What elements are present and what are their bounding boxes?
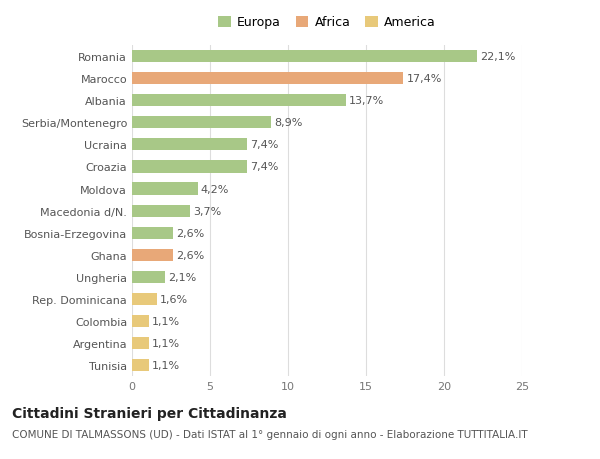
Bar xyxy=(132,95,346,107)
Bar xyxy=(132,117,271,129)
Text: 13,7%: 13,7% xyxy=(349,96,384,106)
Bar xyxy=(132,293,157,305)
Bar xyxy=(132,51,477,63)
Text: 3,7%: 3,7% xyxy=(193,206,221,216)
Text: 1,1%: 1,1% xyxy=(152,360,181,370)
Text: 17,4%: 17,4% xyxy=(407,74,442,84)
Bar xyxy=(132,271,165,283)
Text: 1,1%: 1,1% xyxy=(152,316,181,326)
Text: 2,1%: 2,1% xyxy=(168,272,196,282)
Bar xyxy=(132,227,173,239)
Text: COMUNE DI TALMASSONS (UD) - Dati ISTAT al 1° gennaio di ogni anno - Elaborazione: COMUNE DI TALMASSONS (UD) - Dati ISTAT a… xyxy=(12,429,527,439)
Bar xyxy=(132,73,403,85)
Bar xyxy=(132,139,247,151)
Text: 7,4%: 7,4% xyxy=(251,140,279,150)
Bar xyxy=(132,315,149,327)
Bar xyxy=(132,249,173,261)
Bar xyxy=(132,183,197,195)
Text: 22,1%: 22,1% xyxy=(480,52,515,62)
Text: Cittadini Stranieri per Cittadinanza: Cittadini Stranieri per Cittadinanza xyxy=(12,406,287,420)
Text: 1,1%: 1,1% xyxy=(152,338,181,348)
Text: 4,2%: 4,2% xyxy=(200,184,229,194)
Text: 2,6%: 2,6% xyxy=(176,228,204,238)
Bar xyxy=(132,337,149,349)
Bar xyxy=(132,359,149,371)
Text: 8,9%: 8,9% xyxy=(274,118,302,128)
Bar xyxy=(132,205,190,217)
Bar xyxy=(132,161,247,173)
Text: 1,6%: 1,6% xyxy=(160,294,188,304)
Text: 2,6%: 2,6% xyxy=(176,250,204,260)
Text: 7,4%: 7,4% xyxy=(251,162,279,172)
Legend: Europa, Africa, America: Europa, Africa, America xyxy=(214,12,440,33)
